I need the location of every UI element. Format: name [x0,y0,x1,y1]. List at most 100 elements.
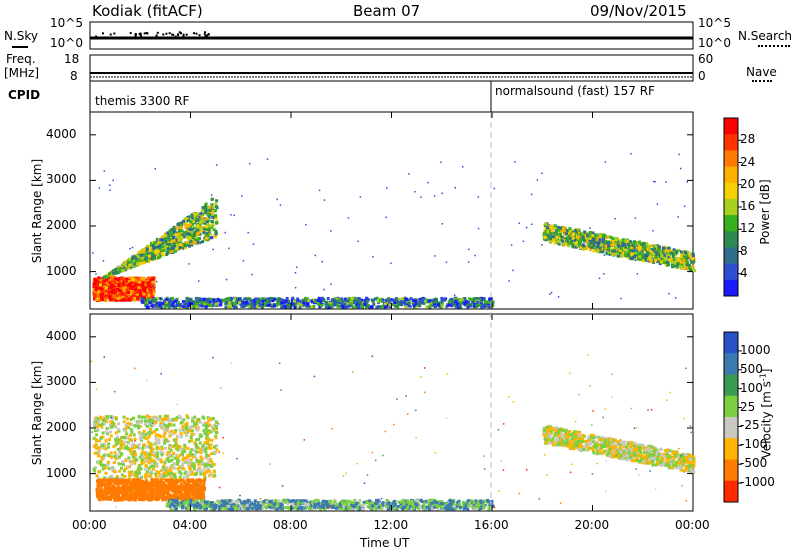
echo-cell [105,277,109,281]
echo-cell [185,421,189,425]
echo-cell [97,470,101,474]
echo-cell [111,283,115,287]
echo-cell [207,297,211,301]
echo-cell [654,255,658,259]
echo-cell [155,250,159,254]
echo-cell [585,245,589,249]
echo-cell [249,302,253,306]
echo-cell [637,251,641,255]
echo-cell [205,463,209,467]
noise-cell [522,240,525,243]
echo-cell [168,229,172,233]
echo-cell [652,260,656,264]
echo-cell [149,427,153,431]
nsky-dot [204,31,207,34]
noise-cell [468,248,470,251]
echo-cell [595,245,599,249]
noise-cell [557,296,560,298]
echo-cell [142,277,146,281]
echo-cell [473,302,477,306]
echo-cell [619,239,623,243]
echo-cell [155,237,159,241]
echo-cell [341,304,345,308]
echo-cell [662,253,666,257]
echo-cell [270,296,274,300]
noise-cell [252,243,255,245]
echo-cell [195,219,199,223]
echo-cell [347,304,351,308]
echo-cell [124,459,128,463]
echo-cell [168,299,172,303]
echo-cell [212,298,216,302]
echo-cell [336,302,340,306]
echo-cell [290,303,294,307]
echo-cell [123,264,127,268]
nsky-dot [134,34,137,37]
noise-cell [230,214,232,216]
echo-cell [275,303,279,307]
echo-cell [443,298,447,302]
echo-cell [214,302,218,306]
echo-cell [363,300,367,304]
echo-cell [425,300,429,304]
noise-cell [266,158,269,160]
echo-cell [203,227,207,231]
echo-cell [578,243,582,247]
echo-cell [114,277,118,281]
echo-cell [184,220,188,224]
echo-cell [155,242,159,246]
echo-cell [195,301,199,305]
noise-cell [294,287,297,289]
echo-cell [138,292,142,296]
echo-cell [632,255,636,259]
echo-cell [475,304,479,308]
echo-cell [485,304,489,308]
echo-cell [565,229,569,233]
echo-cell [214,216,218,220]
echo-cell [564,236,568,240]
echo-cell [610,251,614,255]
echo-cell [112,296,116,300]
echo-cell [209,473,213,477]
echo-cell [644,245,648,249]
noise-cell [276,198,278,201]
echo-cell [115,271,119,275]
echo-cell [619,246,623,250]
echo-cell [206,428,210,432]
echo-cell [590,245,594,249]
echo-cell [136,426,140,430]
echo-cell [112,271,116,275]
echo-cell [162,249,166,253]
echo-cell [414,302,418,306]
echo-cell [165,300,169,304]
echo-cell [190,217,194,221]
echo-cell [186,240,190,244]
echo-cell [245,297,249,301]
echo-cell [177,232,181,236]
echo-cell [127,441,131,445]
echo-cell [310,305,314,309]
noise-cell [279,204,282,206]
echo-cell [656,248,660,252]
echo-cell [202,221,206,225]
echo-cell [204,456,208,460]
noise-cell [210,194,213,196]
nsky-dot [139,34,142,37]
echo-cell [401,301,405,305]
echo-cell [159,450,163,454]
echo-cell [465,303,469,307]
echo-cell [178,241,182,245]
echo-cell [344,298,348,302]
echo-cell [101,463,105,467]
echo-cell [333,297,337,301]
echo-cell [291,301,295,305]
noise-cell [294,271,297,274]
echo-cell [621,249,625,253]
echo-cell [619,244,623,248]
echo-cell [152,298,156,302]
noise-cell [510,244,513,246]
echo-cell [337,298,341,302]
echo-cell [115,280,119,284]
echo-cell [135,262,139,266]
echo-cell [131,277,135,281]
